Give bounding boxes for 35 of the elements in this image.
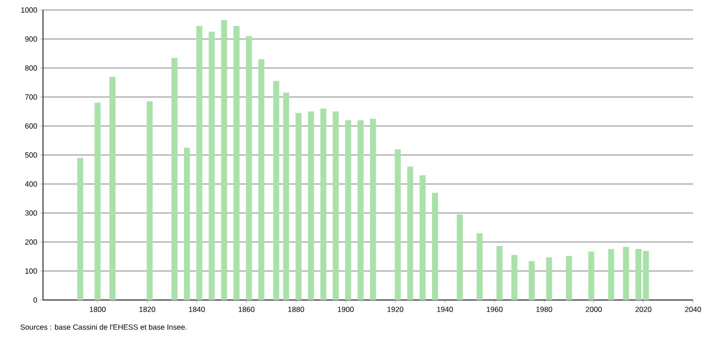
- bar: [432, 192, 438, 300]
- bar: [246, 36, 252, 300]
- bar: [608, 248, 614, 300]
- bar: [234, 26, 240, 300]
- bar: [456, 214, 463, 300]
- bar: [496, 246, 502, 300]
- bar: [588, 252, 594, 300]
- bar: [623, 246, 630, 300]
- bar: [332, 111, 339, 300]
- bar: [358, 120, 364, 300]
- bar: [196, 26, 202, 300]
- bar: [146, 101, 153, 300]
- bar: [320, 108, 326, 300]
- bar: [208, 32, 215, 300]
- bar: [546, 257, 552, 300]
- bar: [283, 92, 290, 300]
- bar: [370, 118, 376, 300]
- bar: [109, 76, 116, 300]
- bar: [258, 59, 264, 300]
- bar: [296, 112, 302, 300]
- bar: [308, 111, 314, 300]
- bar: [407, 166, 414, 300]
- bar: [172, 58, 178, 300]
- bar: [566, 256, 572, 300]
- bar: [94, 102, 101, 300]
- bar: [77, 158, 84, 300]
- bar: [394, 149, 401, 300]
- bar: [420, 175, 426, 300]
- bar: [528, 261, 535, 300]
- bar: [476, 233, 483, 300]
- bar: [184, 148, 190, 300]
- bar: [345, 120, 352, 300]
- bar: [511, 255, 518, 300]
- bar: [273, 81, 280, 300]
- bar: [221, 20, 228, 300]
